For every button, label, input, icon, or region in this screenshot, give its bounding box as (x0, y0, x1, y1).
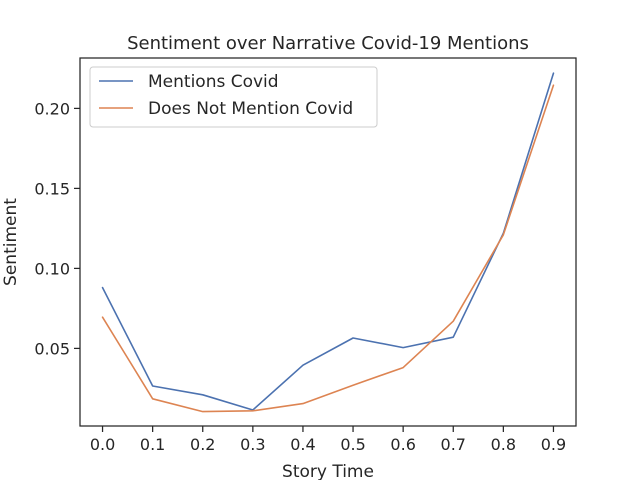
x-tick-label: 0.4 (290, 435, 315, 454)
x-tick-label: 0.5 (340, 435, 365, 454)
chart-title: Sentiment over Narrative Covid-19 Mentio… (127, 33, 529, 54)
x-axis-label: Story Time (282, 462, 374, 480)
plot-frame (79, 57, 577, 427)
series-layer (101, 72, 555, 413)
legend-label-does-not-mention-covid: Does Not Mention Covid (148, 99, 353, 119)
y-tick-label: 0.20 (34, 99, 70, 118)
x-tick-label: 0.1 (140, 435, 165, 454)
x-tick-label: 0.2 (190, 435, 215, 454)
x-tick-label: 0.0 (90, 435, 115, 454)
x-tick-label: 0.9 (541, 435, 566, 454)
legend: Mentions Covid Does Not Mention Covid (89, 66, 378, 128)
x-tick-label: 0.3 (240, 435, 265, 454)
x-tick-label: 0.8 (491, 435, 516, 454)
series-line-mentions-covid (101, 72, 555, 411)
series-line-does-not-mention-covid (101, 84, 555, 413)
legend-box (89, 66, 378, 128)
y-axis: 0.05 0.10 0.15 0.20 (34, 99, 80, 358)
y-axis-label: Sentiment (1, 198, 21, 286)
y-tick-label: 0.05 (34, 339, 70, 358)
legend-label-mentions-covid: Mentions Covid (148, 72, 279, 92)
x-tick-label: 0.6 (390, 435, 415, 454)
x-axis: 0.0 0.1 0.2 0.3 0.4 0.5 0.6 0.7 0.8 0.9 (90, 426, 566, 454)
y-tick-label: 0.15 (34, 179, 70, 198)
x-tick-label: 0.7 (441, 435, 466, 454)
y-tick-label: 0.10 (34, 259, 70, 278)
